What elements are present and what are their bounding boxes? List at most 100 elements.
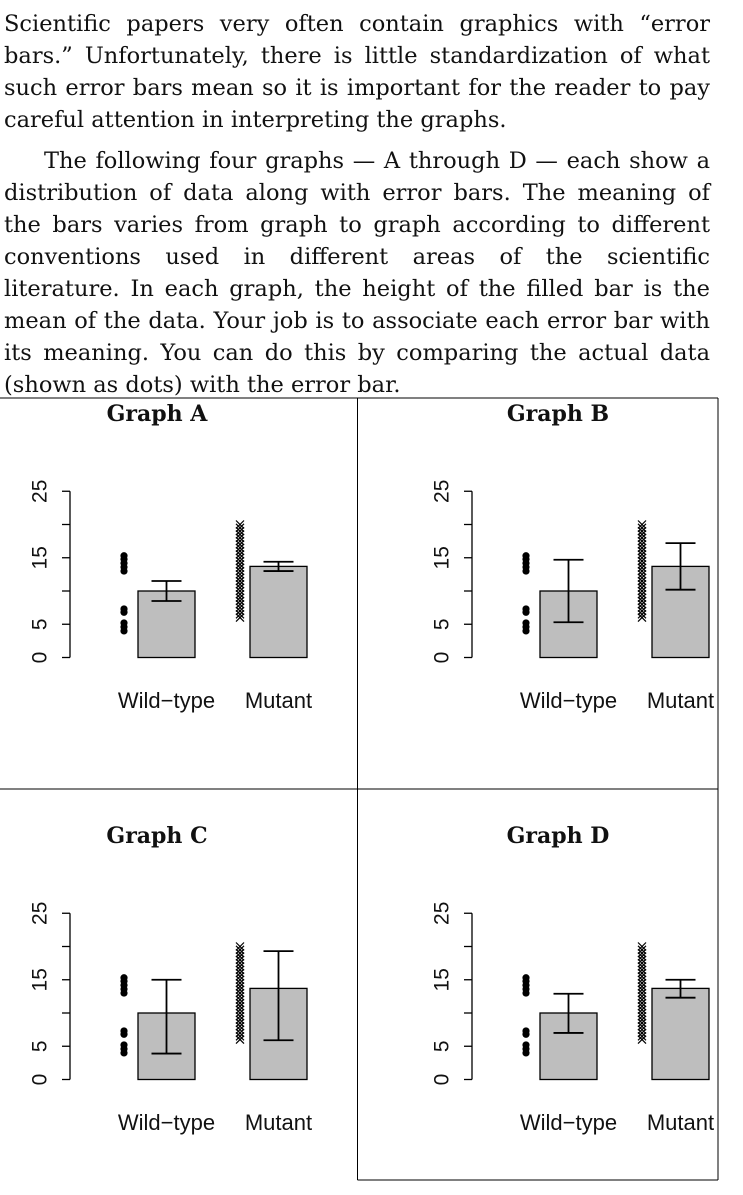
data-point-cross: [235, 546, 245, 556]
data-point-cross: [637, 1015, 647, 1025]
data-point-cross: [235, 962, 245, 971]
data-point-cross: [235, 998, 245, 1008]
graph-title: Graph A: [107, 401, 209, 427]
data-point-cross: [637, 991, 647, 1001]
data-point-cross: [637, 603, 647, 613]
data-point-cross: [235, 1001, 245, 1011]
y-tick-label: 5: [431, 618, 454, 630]
data-point-cross: [235, 991, 245, 1001]
data-point-cross: [637, 1028, 647, 1038]
data-point-cross: [637, 988, 647, 998]
graph-title: Graph C: [106, 823, 207, 849]
data-point-dot: [522, 552, 530, 560]
data-point-cross: [235, 1005, 245, 1015]
data-point-cross: [637, 606, 647, 616]
data-point-cross: [637, 998, 647, 1008]
data-point-cross: [637, 945, 647, 955]
data-point-cross: [637, 596, 647, 606]
data-point-dot: [522, 605, 530, 613]
data-point-cross: [235, 988, 245, 998]
data-point-cross: [235, 596, 245, 606]
data-point-cross: [637, 569, 647, 579]
data-point-cross: [235, 553, 245, 563]
data-point-cross: [637, 576, 647, 586]
graph-panel: Graph D 0 5 15 25 Wild−type Mutant: [431, 823, 715, 1135]
data-point-cross: [637, 589, 647, 599]
y-tick-label: 15: [29, 968, 52, 991]
data-point-cross: [637, 586, 647, 596]
data-point-cross: [637, 958, 647, 968]
data-point-cross: [235, 1021, 245, 1031]
data-point-cross: [235, 523, 245, 533]
data-point-cross: [235, 520, 245, 529]
data-point-cross: [235, 968, 245, 978]
y-tick-label: 25: [29, 902, 52, 925]
data-point-cross: [235, 576, 245, 586]
data-point-cross: [235, 1025, 245, 1035]
x-category-label: Wild−type: [520, 1110, 617, 1135]
y-tick-label: 0: [431, 652, 454, 664]
graph-panel: Graph C 0 5 15 25 Wild−type Mutant: [29, 823, 313, 1135]
data-point-cross: [637, 579, 647, 589]
data-point-cross: [637, 1031, 647, 1041]
data-point-cross: [235, 566, 245, 576]
data-point-cross: [637, 559, 647, 569]
data-point-cross: [235, 526, 245, 536]
data-point-cross: [235, 1018, 245, 1028]
data-point-cross: [637, 1008, 647, 1018]
data-point-cross: [235, 1031, 245, 1041]
data-point-cross: [235, 1008, 245, 1018]
x-category-label: Mutant: [245, 1110, 312, 1135]
data-point-cross: [235, 613, 245, 623]
data-point-cross: [637, 583, 647, 593]
data-point-cross: [637, 523, 647, 533]
data-point-cross: [637, 1001, 647, 1011]
data-point-cross: [235, 583, 245, 593]
data-point-cross: [637, 968, 647, 978]
data-point-cross: [637, 1025, 647, 1035]
data-point-cross: [637, 563, 647, 573]
data-point-cross: [235, 948, 245, 958]
data-point-cross: [637, 985, 647, 995]
data-point-cross: [637, 1035, 647, 1045]
data-point-cross: [637, 609, 647, 619]
data-point-cross: [637, 975, 647, 985]
data-point-cross: [235, 603, 245, 613]
data-point-cross: [235, 589, 245, 599]
x-category-label: Mutant: [647, 688, 714, 713]
intro-paragraph-2: The following four graphs — A through D …: [4, 148, 710, 398]
data-point-cross: [637, 546, 647, 556]
data-point-cross: [637, 540, 647, 549]
y-tick-label: 25: [29, 480, 52, 503]
data-point-cross: [637, 556, 647, 566]
y-tick-label: 25: [431, 902, 454, 925]
data-point-cross: [637, 553, 647, 563]
data-point-cross: [637, 530, 647, 539]
x-category-label: Mutant: [647, 1110, 714, 1135]
data-point-cross: [235, 579, 245, 589]
data-point-cross: [235, 606, 245, 616]
data-point-cross: [235, 942, 245, 951]
intro-text: Scientific papers very often contain gra…: [4, 8, 710, 401]
data-point-dot: [120, 552, 128, 560]
data-point-dot: [120, 1027, 128, 1035]
data-point-cross: [637, 995, 647, 1005]
data-point-cross: [637, 613, 647, 623]
data-point-cross: [235, 1035, 245, 1045]
data-point-dot: [120, 1041, 128, 1049]
data-point-cross: [637, 550, 647, 559]
data-point-cross: [637, 599, 647, 609]
data-point-cross: [235, 985, 245, 995]
data-point-cross: [235, 543, 245, 553]
data-point-cross: [637, 962, 647, 971]
data-point-cross: [637, 978, 647, 988]
data-point-cross: [235, 563, 245, 573]
y-tick-label: 0: [29, 652, 52, 664]
data-point-cross: [235, 975, 245, 985]
y-tick-label: 25: [431, 480, 454, 503]
data-point-cross: [235, 965, 245, 975]
data-point-cross: [637, 1011, 647, 1021]
data-point-cross: [235, 536, 245, 546]
data-point-cross: [637, 965, 647, 975]
